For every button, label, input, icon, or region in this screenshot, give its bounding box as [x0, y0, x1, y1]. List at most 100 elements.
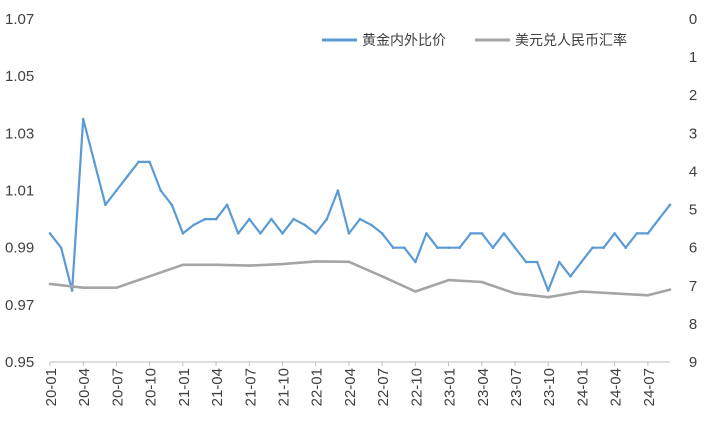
left-axis: 1.07 1.05 1.03 1.01 0.99 0.97 0.95: [5, 11, 34, 371]
data-point-gold-ratio: [447, 246, 450, 249]
x-tick-label: 22-07: [375, 368, 392, 406]
series-layer: [48, 117, 672, 299]
series-line-usdcny: [49, 260, 671, 299]
data-point-gold-ratio: [580, 260, 583, 264]
data-point-gold-ratio: [480, 232, 484, 235]
y-right-tick-label: 0: [689, 11, 697, 28]
data-point-gold-ratio: [281, 232, 284, 235]
y-right-tick-label: 3: [689, 125, 697, 142]
data-point-gold-ratio: [347, 232, 351, 235]
x-tick-label: 24-04: [608, 368, 625, 406]
y-right-tick-label: 2: [689, 87, 697, 104]
data-point-gold-ratio: [104, 203, 107, 207]
data-point-gold-ratio: [192, 223, 196, 227]
data-point-usdcny: [513, 292, 517, 295]
data-point-usdcny: [380, 275, 384, 278]
x-tick-label: 24-01: [574, 368, 591, 406]
data-point-usdcny: [546, 295, 550, 299]
y-right-tick-label: 1: [689, 49, 697, 66]
data-point-gold-ratio: [48, 232, 52, 235]
data-point-usdcny: [48, 282, 52, 286]
x-axis: 20-01 20-04 20-07 20-10 21-01 21-04 21-07 21-10…: [43, 362, 658, 406]
data-point-usdcny: [248, 264, 251, 267]
data-point-gold-ratio: [403, 246, 406, 249]
data-point-gold-ratio: [602, 246, 605, 249]
series-line-gold-ratio: [49, 117, 671, 292]
data-point-usdcny: [181, 263, 185, 267]
data-point-usdcny: [281, 262, 284, 266]
y-right-tick-label: 5: [689, 202, 697, 219]
data-point-usdcny: [613, 292, 616, 295]
x-tick-label: 21-07: [242, 368, 259, 406]
data-point-gold-ratio: [203, 217, 207, 221]
data-point-gold-ratio: [225, 203, 229, 207]
x-tick-label: 23-01: [442, 368, 459, 406]
data-point-gold-ratio: [524, 260, 528, 264]
y-left-tick-label: 1.05: [5, 68, 34, 85]
data-point-gold-ratio: [137, 160, 140, 164]
data-point-gold-ratio: [558, 260, 561, 264]
x-tick-label: 21-10: [276, 368, 293, 406]
data-point-usdcny: [115, 286, 118, 290]
data-point-gold-ratio: [115, 189, 118, 192]
data-point-usdcny: [447, 278, 450, 282]
y-left-tick-label: 0.99: [5, 240, 34, 257]
data-point-gold-ratio: [458, 246, 461, 249]
data-point-gold-ratio: [591, 246, 594, 249]
x-tick-label: 23-04: [475, 368, 492, 406]
data-point-gold-ratio: [81, 117, 85, 121]
right-axis: 0 1 2 3 4 5 6 7 8 9: [689, 11, 697, 371]
data-point-gold-ratio: [236, 232, 240, 235]
data-point-gold-ratio: [325, 217, 329, 221]
y-left-tick-label: 0.95: [5, 354, 34, 371]
data-point-gold-ratio: [646, 232, 650, 235]
data-point-gold-ratio: [391, 246, 395, 249]
x-tick-label: 21-04: [209, 368, 226, 406]
data-point-gold-ratio: [624, 246, 627, 249]
data-point-gold-ratio: [336, 189, 340, 192]
data-point-usdcny: [148, 275, 151, 278]
data-point-gold-ratio: [513, 246, 517, 249]
x-tick-label: 23-10: [541, 368, 558, 406]
data-point-gold-ratio: [491, 246, 495, 249]
data-point-gold-ratio: [248, 217, 251, 221]
data-point-gold-ratio: [569, 275, 572, 278]
legend: 黄金内外比价 美元兑人民币汇率: [322, 32, 627, 49]
data-point-gold-ratio: [314, 232, 318, 235]
y-right-tick-label: 9: [689, 354, 697, 371]
data-point-gold-ratio: [635, 232, 639, 235]
x-tick-label: 20-04: [76, 368, 93, 406]
data-point-gold-ratio: [214, 217, 218, 221]
data-point-usdcny: [414, 290, 417, 293]
data-point-usdcny: [646, 294, 650, 297]
data-point-gold-ratio: [414, 260, 417, 264]
data-point-usdcny: [668, 288, 672, 291]
x-tick-label: 20-10: [143, 368, 160, 406]
data-point-gold-ratio: [469, 232, 473, 235]
data-point-gold-ratio: [148, 160, 151, 164]
data-point-gold-ratio: [292, 217, 295, 221]
data-point-gold-ratio: [259, 232, 262, 235]
data-point-gold-ratio: [303, 223, 306, 227]
data-point-gold-ratio: [170, 203, 174, 207]
data-point-gold-ratio: [425, 232, 428, 235]
x-tick-label: 21-01: [176, 368, 193, 406]
data-point-gold-ratio: [657, 217, 661, 221]
y-right-tick-label: 6: [689, 240, 697, 257]
data-point-usdcny: [580, 290, 583, 293]
x-tick-label: 20-01: [43, 368, 60, 406]
data-point-usdcny: [480, 280, 484, 284]
data-point-gold-ratio: [369, 223, 373, 227]
x-tick-label: 22-10: [408, 368, 425, 406]
data-point-gold-ratio: [613, 232, 616, 235]
data-point-gold-ratio: [70, 289, 74, 292]
data-point-gold-ratio: [93, 160, 96, 164]
x-tick-label: 24-07: [641, 368, 658, 406]
data-point-gold-ratio: [181, 232, 185, 235]
data-point-usdcny: [347, 260, 351, 264]
y-left-tick-label: 1.03: [5, 125, 34, 142]
legend-label-gold-ratio: 黄金内外比价: [362, 32, 446, 49]
x-tick-label: 20-07: [109, 368, 126, 406]
